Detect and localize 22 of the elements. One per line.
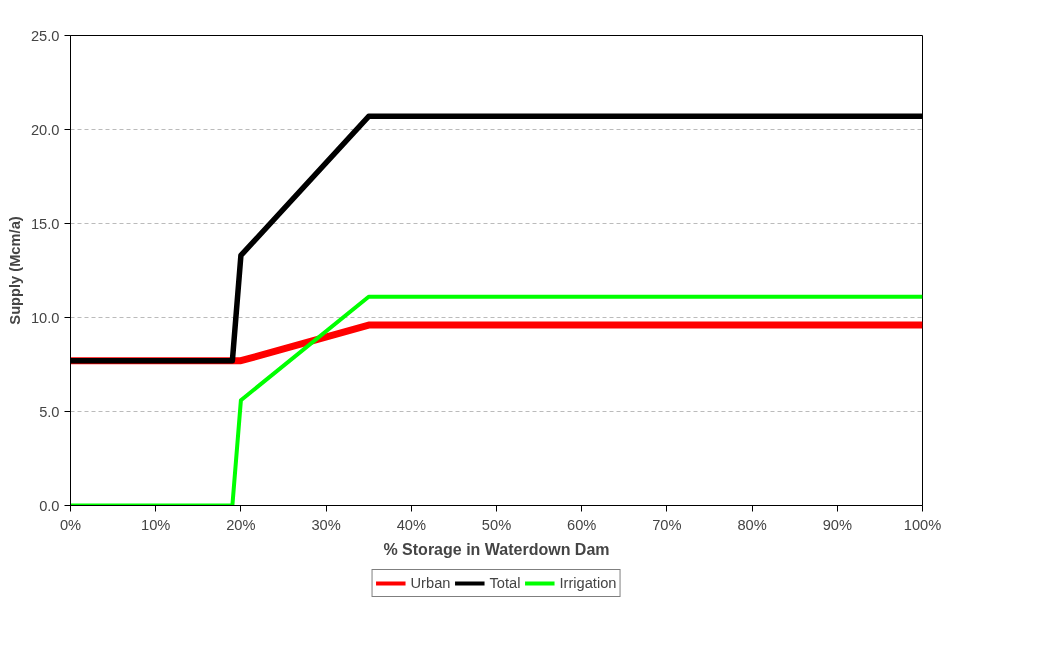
x-tick-label: 50% <box>481 516 512 533</box>
y-tick-label: 10.0 <box>30 309 60 326</box>
x-axis-title: % Storage in Waterdown Dam <box>383 540 610 558</box>
legend-label: Urban <box>410 574 451 591</box>
x-tick-label: 10% <box>141 516 171 533</box>
x-tick-label: 100% <box>903 516 942 533</box>
y-tick-label: 20.0 <box>30 121 60 138</box>
legend-label: Irrigation <box>559 574 617 591</box>
x-tick-label: 90% <box>822 516 852 533</box>
y-tick-label: 25.0 <box>30 27 60 44</box>
x-tick-label: 70% <box>652 516 682 533</box>
legend-label: Total <box>489 574 521 591</box>
y-tick-label: 15.0 <box>30 215 60 232</box>
x-tick-label: 0% <box>59 516 82 533</box>
x-tick-label: 40% <box>396 516 426 533</box>
y-axis-title: Supply (Mcm/a) <box>6 216 23 325</box>
x-tick-label: 80% <box>737 516 767 533</box>
y-tick-label: 5.0 <box>39 403 60 420</box>
x-tick-label: 60% <box>567 516 597 533</box>
x-tick-label: 20% <box>226 516 256 533</box>
x-tick-label: 30% <box>311 516 341 533</box>
y-tick-label: 0.0 <box>39 497 60 514</box>
